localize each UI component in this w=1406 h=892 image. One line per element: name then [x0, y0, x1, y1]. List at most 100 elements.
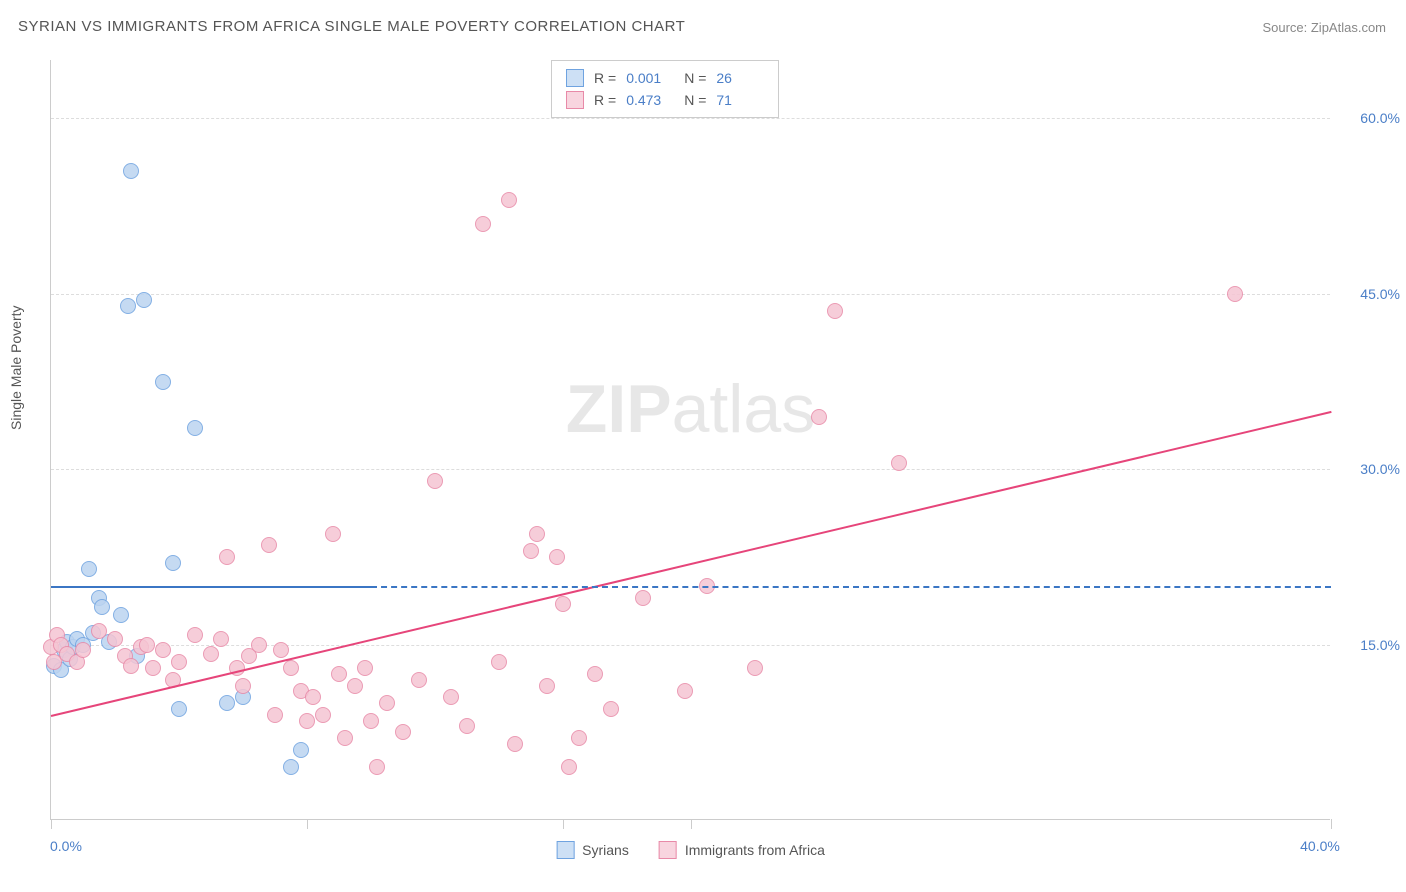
- y-tick-label: 15.0%: [1340, 637, 1400, 653]
- data-point: [136, 292, 152, 308]
- data-point: [443, 689, 459, 705]
- swatch-syrians: [566, 69, 584, 87]
- r-label: R =: [594, 70, 616, 86]
- x-tick: [51, 819, 52, 829]
- data-point: [219, 695, 235, 711]
- data-point: [549, 549, 565, 565]
- data-point: [427, 473, 443, 489]
- data-point: [123, 658, 139, 674]
- data-point: [123, 163, 139, 179]
- r-value-syrians: 0.001: [626, 70, 674, 86]
- data-point: [523, 543, 539, 559]
- data-point: [155, 642, 171, 658]
- source-label: Source: ZipAtlas.com: [1262, 20, 1386, 35]
- legend-row-africa: R = 0.473 N = 71: [566, 89, 764, 111]
- y-tick-label: 45.0%: [1340, 286, 1400, 302]
- watermark-bold: ZIP: [566, 371, 672, 447]
- data-point: [107, 631, 123, 647]
- data-point: [677, 683, 693, 699]
- data-point: [75, 642, 91, 658]
- n-value-africa: 71: [716, 92, 764, 108]
- data-point: [337, 730, 353, 746]
- swatch-africa: [659, 841, 677, 859]
- r-value-africa: 0.473: [626, 92, 674, 108]
- data-point: [357, 660, 373, 676]
- data-point: [891, 455, 907, 471]
- y-tick-label: 60.0%: [1340, 110, 1400, 126]
- data-point: [475, 216, 491, 232]
- swatch-africa: [566, 91, 584, 109]
- plot-area: ZIPatlas R = 0.001 N = 26 R = 0.473 N = …: [50, 60, 1330, 820]
- legend-item-africa: Immigrants from Africa: [659, 841, 825, 859]
- data-point: [145, 660, 161, 676]
- r-label: R =: [594, 92, 616, 108]
- data-point: [91, 623, 107, 639]
- data-point: [507, 736, 523, 752]
- data-point: [347, 678, 363, 694]
- data-point: [213, 631, 229, 647]
- data-point: [827, 303, 843, 319]
- data-point: [459, 718, 475, 734]
- n-label: N =: [684, 92, 706, 108]
- gridline: [51, 469, 1330, 470]
- legend-item-syrians: Syrians: [556, 841, 629, 859]
- x-tick: [563, 819, 564, 829]
- legend-row-syrians: R = 0.001 N = 26: [566, 67, 764, 89]
- data-point: [379, 695, 395, 711]
- trend-line: [51, 586, 371, 588]
- gridline: [51, 118, 1330, 119]
- data-point: [283, 660, 299, 676]
- data-point: [81, 561, 97, 577]
- data-point: [273, 642, 289, 658]
- data-point: [94, 599, 110, 615]
- gridline: [51, 294, 1330, 295]
- data-point: [1227, 286, 1243, 302]
- swatch-syrians: [556, 841, 574, 859]
- gridline: [51, 645, 1330, 646]
- data-point: [305, 689, 321, 705]
- data-point: [155, 374, 171, 390]
- x-tick: [691, 819, 692, 829]
- data-point: [219, 549, 235, 565]
- y-axis-label: Single Male Poverty: [8, 305, 24, 430]
- data-point: [587, 666, 603, 682]
- data-point: [539, 678, 555, 694]
- data-point: [235, 678, 251, 694]
- data-point: [491, 654, 507, 670]
- data-point: [293, 742, 309, 758]
- data-point: [811, 409, 827, 425]
- x-tick-max: 40.0%: [1300, 838, 1340, 854]
- data-point: [501, 192, 517, 208]
- data-point: [571, 730, 587, 746]
- data-point: [555, 596, 571, 612]
- x-tick: [1331, 819, 1332, 829]
- y-tick-label: 30.0%: [1340, 461, 1400, 477]
- data-point: [331, 666, 347, 682]
- data-point: [529, 526, 545, 542]
- watermark: ZIPatlas: [566, 370, 815, 448]
- data-point: [747, 660, 763, 676]
- legend-label-africa: Immigrants from Africa: [685, 842, 825, 858]
- data-point: [325, 526, 341, 542]
- data-point: [369, 759, 385, 775]
- data-point: [561, 759, 577, 775]
- data-point: [283, 759, 299, 775]
- data-point: [395, 724, 411, 740]
- data-point: [120, 298, 136, 314]
- chart-title: SYRIAN VS IMMIGRANTS FROM AFRICA SINGLE …: [18, 18, 685, 35]
- trend-line: [51, 411, 1331, 717]
- data-point: [187, 420, 203, 436]
- data-point: [267, 707, 283, 723]
- series-legend: Syrians Immigrants from Africa: [556, 841, 825, 859]
- correlation-legend: R = 0.001 N = 26 R = 0.473 N = 71: [551, 60, 779, 118]
- data-point: [315, 707, 331, 723]
- data-point: [203, 646, 219, 662]
- data-point: [187, 627, 203, 643]
- data-point: [171, 654, 187, 670]
- data-point: [139, 637, 155, 653]
- watermark-rest: atlas: [672, 371, 816, 447]
- data-point: [113, 607, 129, 623]
- data-point: [261, 537, 277, 553]
- legend-label-syrians: Syrians: [582, 842, 629, 858]
- data-point: [411, 672, 427, 688]
